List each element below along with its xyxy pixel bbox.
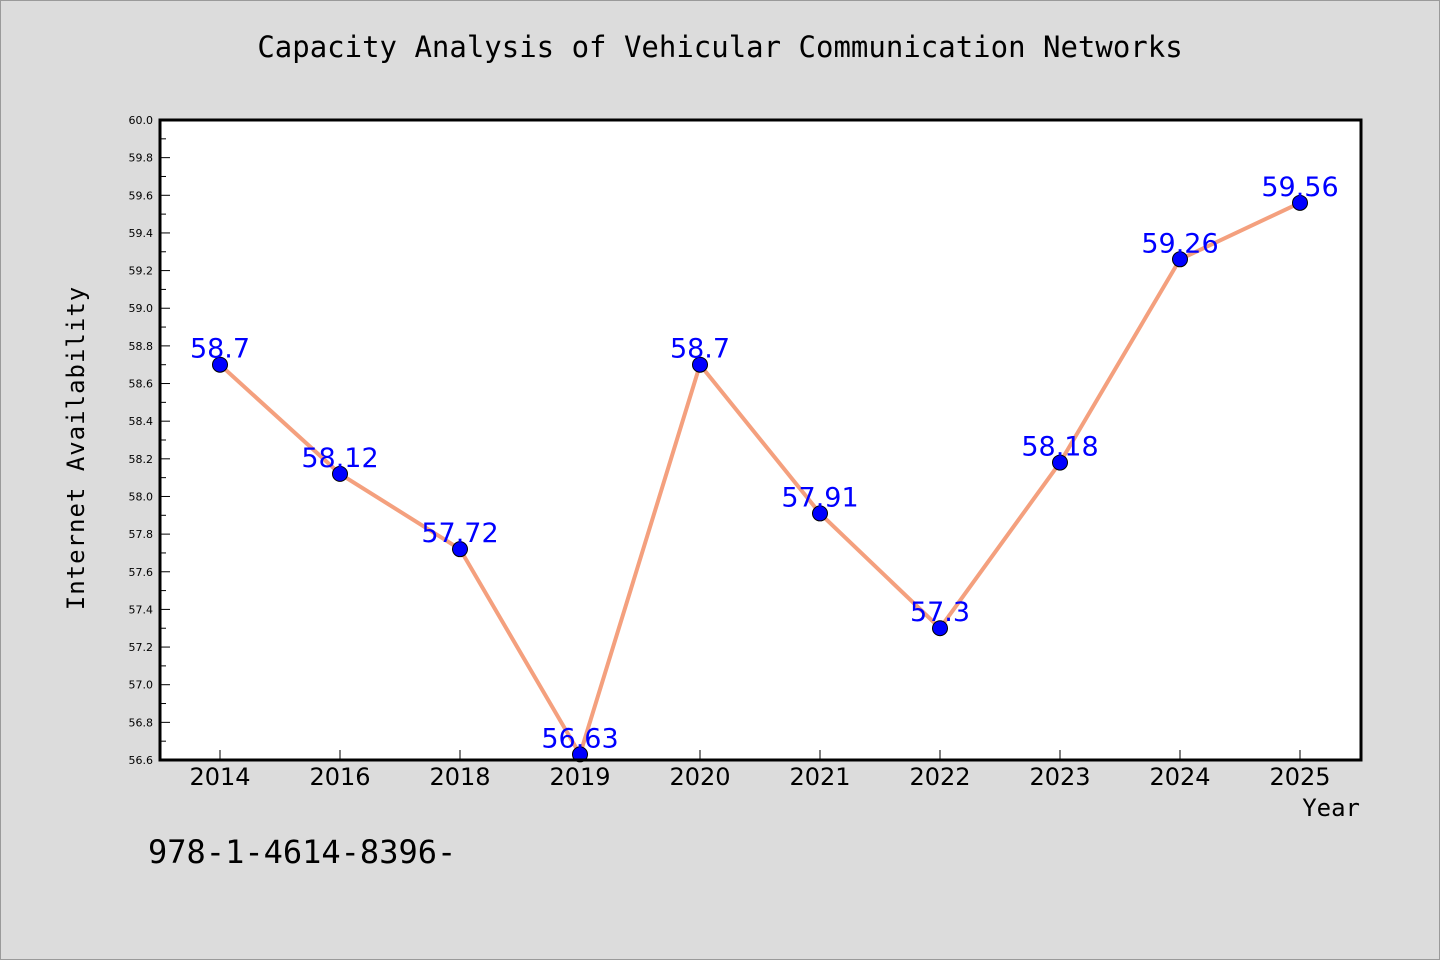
x-tick-label: 2024 [1149, 763, 1210, 791]
data-point-marker [1172, 251, 1188, 268]
footnote-text: 978-1-4614-8396- [148, 833, 457, 871]
x-tick-label: 2022 [909, 763, 970, 791]
data-label: 58.12 [301, 443, 378, 474]
x-tick-label: 2023 [1029, 763, 1090, 791]
data-label: 59.26 [1141, 228, 1218, 259]
data-point-marker [692, 356, 708, 373]
data-label: 57.72 [421, 518, 498, 549]
data-point-marker [572, 746, 588, 763]
y-tick-label: 57.8 [129, 528, 154, 541]
x-axis-label: Year [1302, 794, 1360, 822]
x-axis-ticks: 2014 2016 2018 2019 2020 2021 2022 2023 2024 2025 [189, 750, 1331, 791]
data-point-marker [1292, 194, 1308, 211]
y-tick-label: 57.6 [129, 566, 154, 579]
x-tick-label: 2018 [429, 763, 490, 791]
data-labels: 58.7 58.12 57.72 56.63 58.7 57.91 57.3 58.18 59.… [190, 172, 1339, 755]
data-markers [212, 194, 1308, 763]
data-label: 56.63 [541, 723, 618, 754]
data-point-marker [812, 505, 828, 522]
y-tick-label: 58.6 [129, 378, 154, 391]
y-axis-ticks: 56.6 56.8 57.0 57.2 57.4 57.6 57.8 58.0 58.2 58.4… [129, 114, 170, 767]
data-label: 57.3 [910, 597, 970, 628]
y-tick-label: 59.6 [129, 189, 154, 202]
x-tick-label: 2014 [189, 763, 250, 791]
plot-border [158, 118, 1363, 762]
data-label: 57.91 [781, 482, 858, 513]
data-point-marker [1052, 454, 1068, 471]
data-label: 58.18 [1021, 432, 1098, 463]
chart-title: Capacity Analysis of Vehicular Communica… [257, 30, 1183, 64]
data-label: 58.7 [670, 334, 730, 365]
y-tick-label: 58.0 [129, 490, 154, 503]
y-tick-label: 56.6 [129, 754, 154, 767]
y-tick-label: 59.8 [129, 152, 154, 165]
data-point-marker [332, 465, 348, 482]
x-tick-label: 2019 [549, 763, 610, 791]
y-tick-label: 60.0 [129, 114, 154, 127]
y-tick-label: 59.2 [129, 265, 154, 278]
y-tick-label: 58.8 [129, 340, 154, 353]
y-tick-label: 57.0 [129, 679, 154, 692]
data-point-marker [212, 356, 228, 373]
y-tick-label: 59.0 [129, 302, 154, 315]
data-label: 59.56 [1261, 172, 1338, 203]
data-label: 58.7 [190, 334, 250, 365]
y-tick-label: 58.2 [129, 453, 154, 466]
x-tick-label: 2016 [309, 763, 370, 791]
y-tick-label: 59.4 [129, 227, 154, 240]
data-point-marker [932, 620, 948, 637]
y-tick-label: 57.4 [129, 603, 154, 616]
x-tick-label: 2025 [1269, 763, 1330, 791]
y-tick-label: 58.4 [129, 415, 154, 428]
y-tick-label: 56.8 [129, 716, 154, 729]
series-line [218, 200, 1302, 757]
series-line-group [218, 200, 1302, 757]
y-tick-label: 57.2 [129, 641, 154, 654]
data-point-marker [452, 541, 468, 558]
x-tick-label: 2020 [669, 763, 730, 791]
x-tick-label: 2021 [789, 763, 850, 791]
